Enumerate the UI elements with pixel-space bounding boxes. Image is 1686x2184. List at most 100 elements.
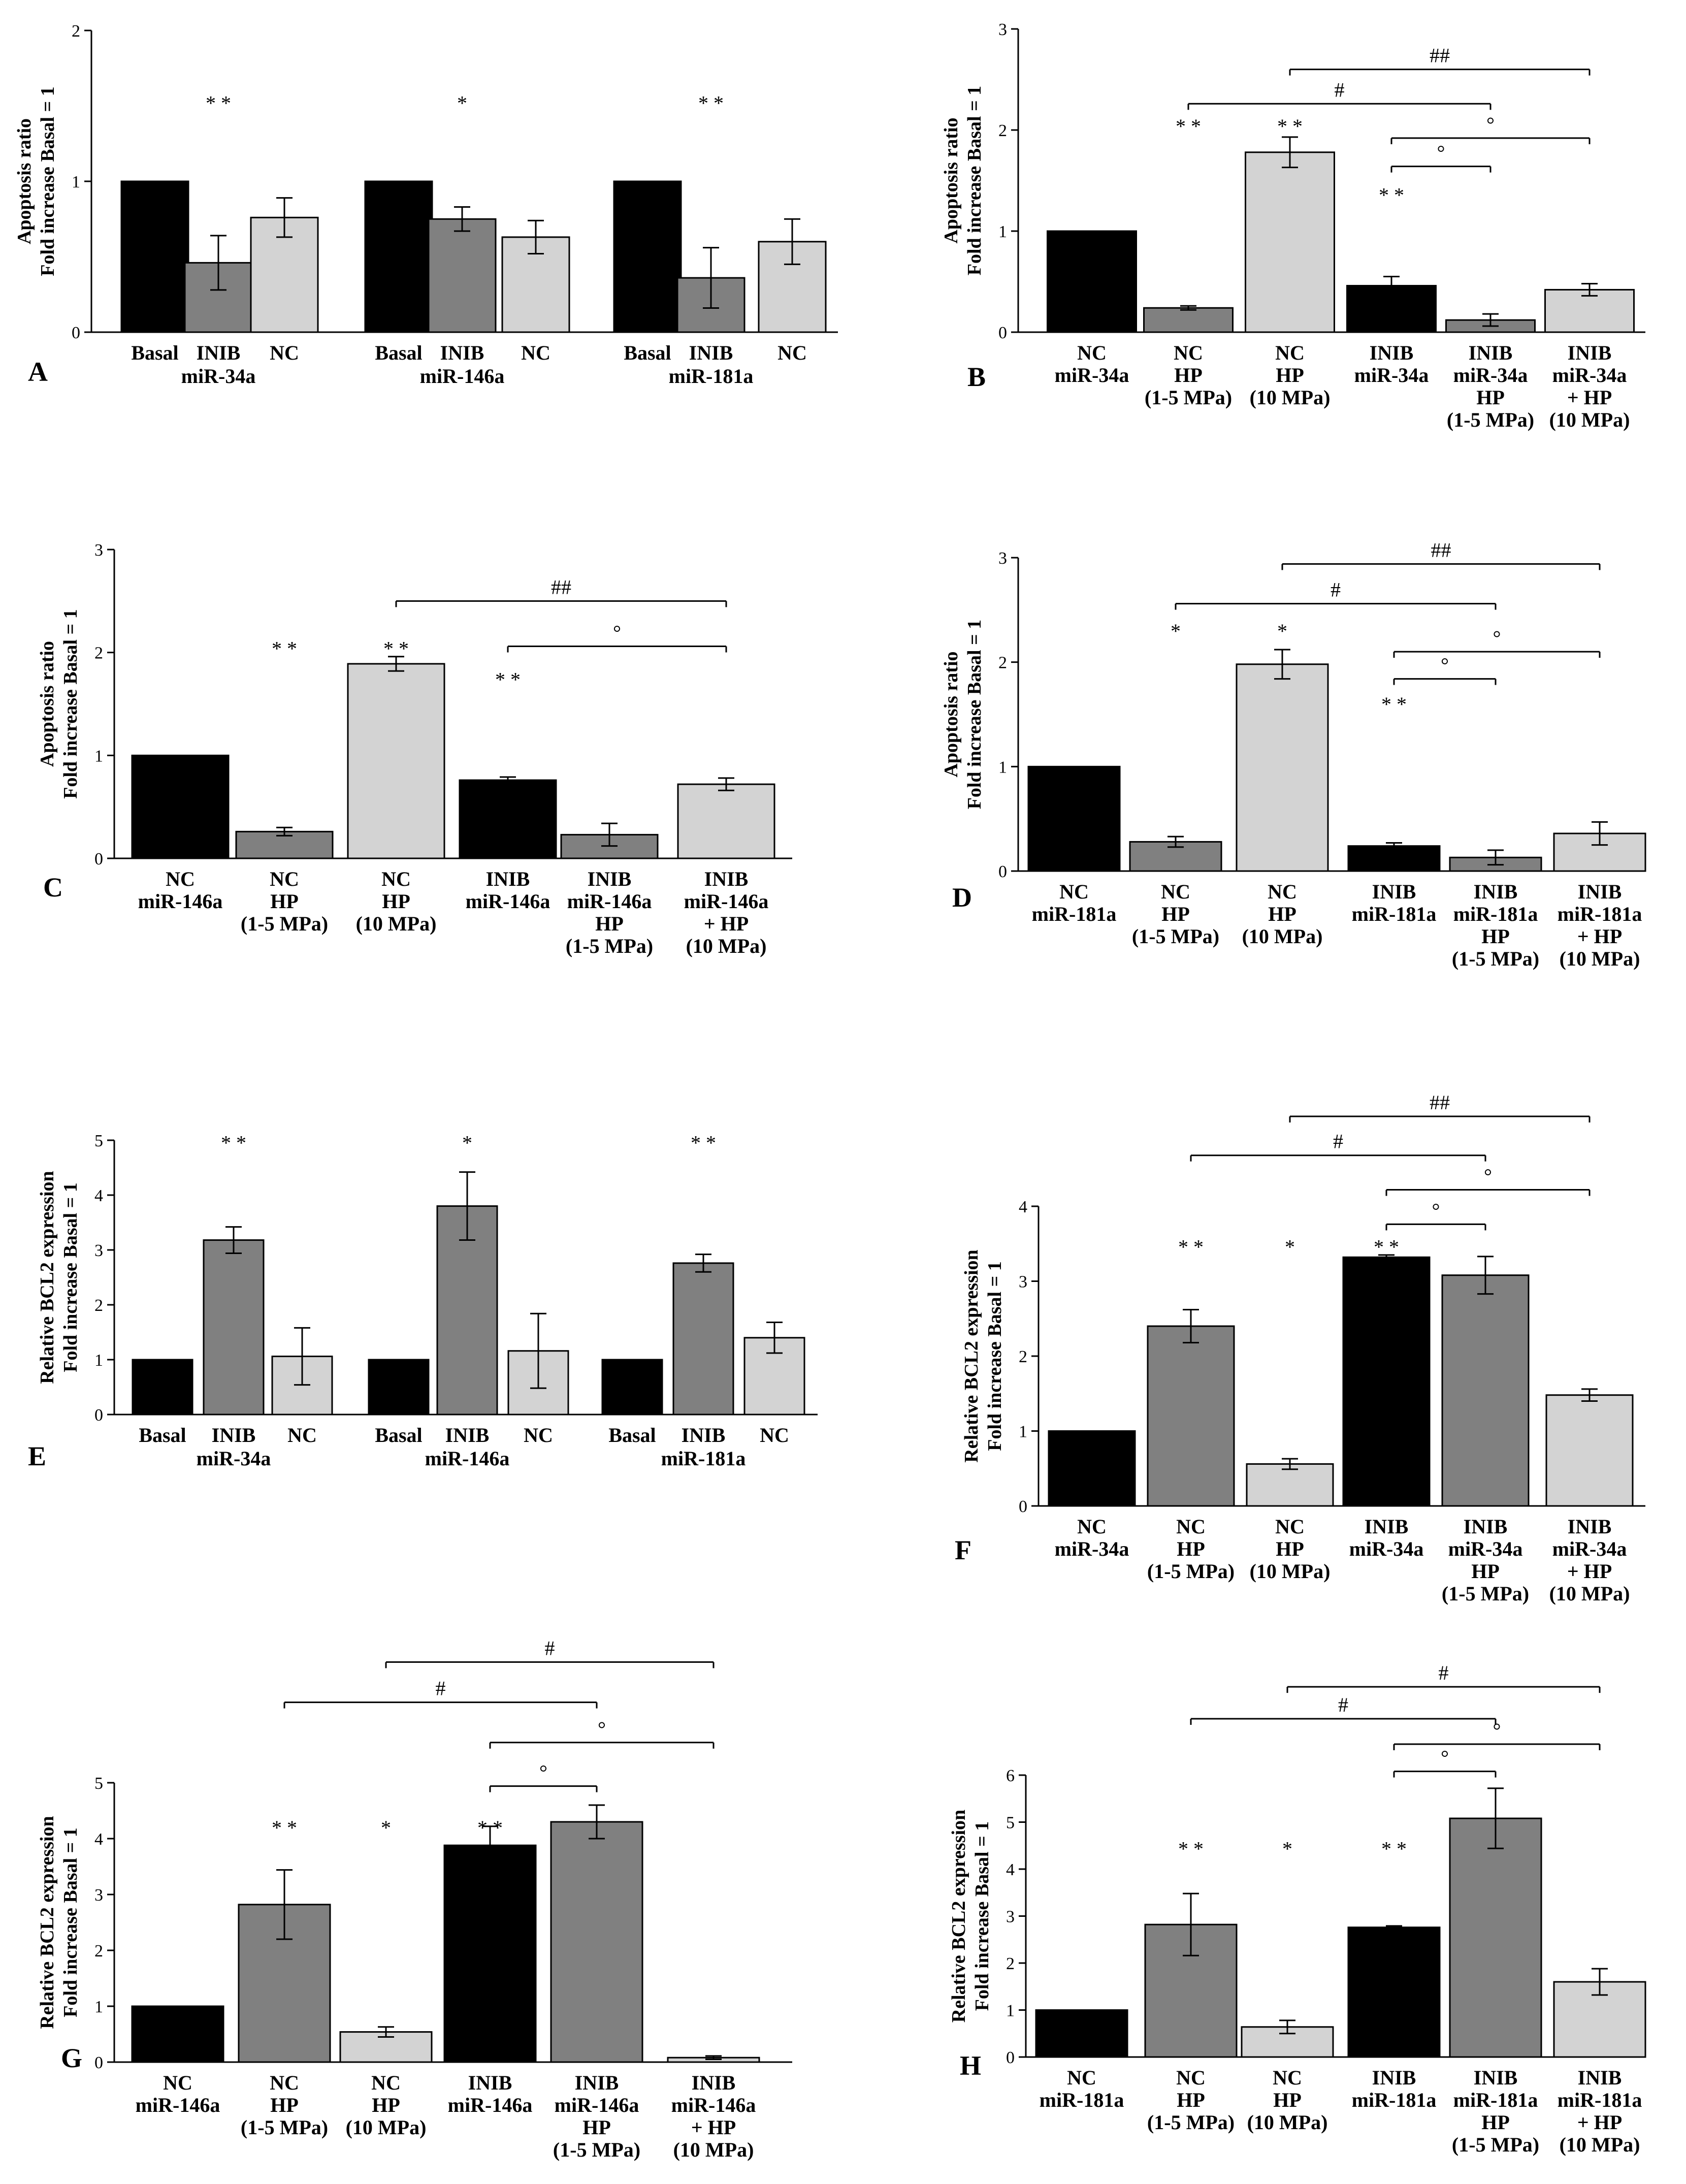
chart-panel-c: 0 1 2 3 Apoptosis ratio Fold increase Basal =… (37, 541, 792, 957)
y-axis-label: Apoptosis ratio (14, 118, 35, 244)
category-label: Basal (375, 1424, 422, 1447)
category-label: NC (270, 868, 299, 890)
y-tick-label: 4 (1006, 1860, 1015, 1879)
panel-label-g: G (61, 2043, 82, 2073)
significance-marker: * * (1178, 1236, 1204, 1259)
category-label: INIB (1365, 1515, 1409, 1538)
y-tick-label: 1 (1019, 1423, 1027, 1441)
y-tick-label: 2 (998, 654, 1007, 672)
bar (1143, 307, 1234, 333)
significance-marker: * (1171, 620, 1181, 643)
category-label: (1-5 MPa) (566, 935, 653, 957)
category-label: miR-34a (1453, 364, 1528, 387)
category-label: NC (163, 2071, 192, 2094)
category-label: (1-5 MPa) (1447, 408, 1534, 431)
category-label: Basal (608, 1424, 656, 1447)
category-label: INIB (1568, 341, 1612, 364)
category-label: INIB (689, 341, 733, 364)
group-label: miR-146a (420, 365, 505, 388)
panel-label-c: C (43, 872, 63, 903)
bracket-label: # (1333, 1130, 1343, 1153)
y-tick-label: 3 (998, 20, 1007, 39)
bar (613, 180, 682, 333)
bar (1048, 1430, 1136, 1507)
category-label: INIB (704, 868, 749, 890)
y-tick-label: 1 (94, 1351, 103, 1370)
category-label: (1-5 MPa) (553, 2138, 640, 2161)
y-axis-label: Relative BCL2 expression (961, 1249, 982, 1462)
category-label: INIB (468, 2071, 512, 2094)
y-axis-label: Apoptosis ratio (941, 117, 962, 243)
y-tick-label: 1 (1006, 2002, 1015, 2020)
category-label: INIB (588, 868, 632, 890)
comparison-bracket: ° (1390, 141, 1492, 173)
bracket-label: # (1335, 78, 1345, 101)
chart-panel-g: 0 1 2 3 4 5 Relative BCL2 expression Fold incre… (37, 1636, 792, 2161)
y-axis-label: Fold increase Basal = 1 (60, 1182, 81, 1372)
y-tick-label: 2 (998, 121, 1007, 140)
group-label: miR-181a (661, 1447, 746, 1470)
y-tick-label: 1 (94, 747, 103, 765)
comparison-bracket: ## (1281, 538, 1601, 570)
chart-panel-a: 0 1 2 Apoptosis ratio Fold increase Basal = … (14, 22, 838, 388)
y-tick-label: 0 (94, 2053, 103, 2072)
comparison-bracket: ° (1393, 654, 1497, 685)
category-label: + HP (1577, 2111, 1622, 2134)
category-label: miR-34a (1552, 1537, 1627, 1560)
y-tick-label: 3 (998, 549, 1007, 568)
bar (443, 1844, 537, 2063)
bar (1347, 1926, 1441, 2058)
y-axis-label: Relative BCL2 expression (948, 1810, 969, 2022)
bracket-label: # (1439, 1661, 1449, 1684)
category-label: NC (1268, 880, 1297, 903)
category-label: NC (1161, 880, 1190, 903)
panel-label-d: D (952, 882, 972, 913)
bar (459, 779, 557, 859)
y-tick-label: 1 (998, 758, 1007, 777)
bar (1245, 151, 1335, 333)
y-tick-label: 3 (94, 541, 103, 560)
y-axis-label: Fold increase Basal = 1 (971, 1821, 993, 2011)
y-tick-label: 3 (94, 1241, 103, 1260)
category-label: HP (1471, 1560, 1500, 1583)
comparison-bracket: # (283, 1677, 598, 1709)
category-label: INIB (1464, 1515, 1508, 1538)
category-label: (10 MPa) (673, 2138, 754, 2161)
category-label: NC (521, 341, 550, 364)
y-tick-label: 3 (94, 1886, 103, 1905)
y-tick-label: 1 (72, 173, 80, 191)
bar (1342, 1256, 1431, 1507)
category-label: NC (371, 2071, 401, 2094)
comparison-bracket: ## (1289, 1091, 1591, 1122)
significance-marker: * * (1374, 1236, 1399, 1259)
significance-marker: * (457, 92, 467, 115)
group-label: miR-181a (669, 365, 754, 388)
category-label: miR-146a (555, 2094, 639, 2116)
comparison-bracket: # (1190, 1693, 1497, 1725)
chart-panel-h: 0 1 2 3 4 5 6 Relative BCL2 expression Fold incr… (948, 1661, 1646, 2156)
bracket-label: ° (1493, 626, 1501, 649)
category-label: miR-34a (1349, 1537, 1424, 1560)
chart-panel-e: 0 1 2 3 4 5 Relative BCL2 expression Fold incre… (28, 1131, 818, 1471)
bracket-label: # (545, 1636, 555, 1659)
category-label: (10 MPa) (1560, 2133, 1640, 2156)
category-label: miR-146a (136, 2094, 220, 2116)
bar (364, 180, 433, 333)
bar (132, 1359, 193, 1416)
bar (131, 754, 230, 859)
y-tick-label: 5 (94, 1774, 103, 1793)
bracket-label: ° (1441, 654, 1449, 677)
comparison-bracket: # (385, 1636, 715, 1668)
significance-marker: * * (272, 637, 297, 660)
category-label: miR-146a (448, 2094, 533, 2116)
significance-marker: * (381, 1816, 391, 1839)
category-label: INIB (1372, 2066, 1416, 2089)
category-label: NC (1059, 880, 1089, 903)
category-label: INIB (212, 1424, 256, 1447)
bar (1544, 288, 1635, 333)
category-label: NC (1067, 2066, 1096, 2089)
comparison-bracket: ## (395, 575, 727, 607)
category-label: miR-181a (1453, 2089, 1538, 2111)
panel-label-f: F (955, 1535, 971, 1565)
y-tick-label: 3 (1019, 1273, 1027, 1292)
